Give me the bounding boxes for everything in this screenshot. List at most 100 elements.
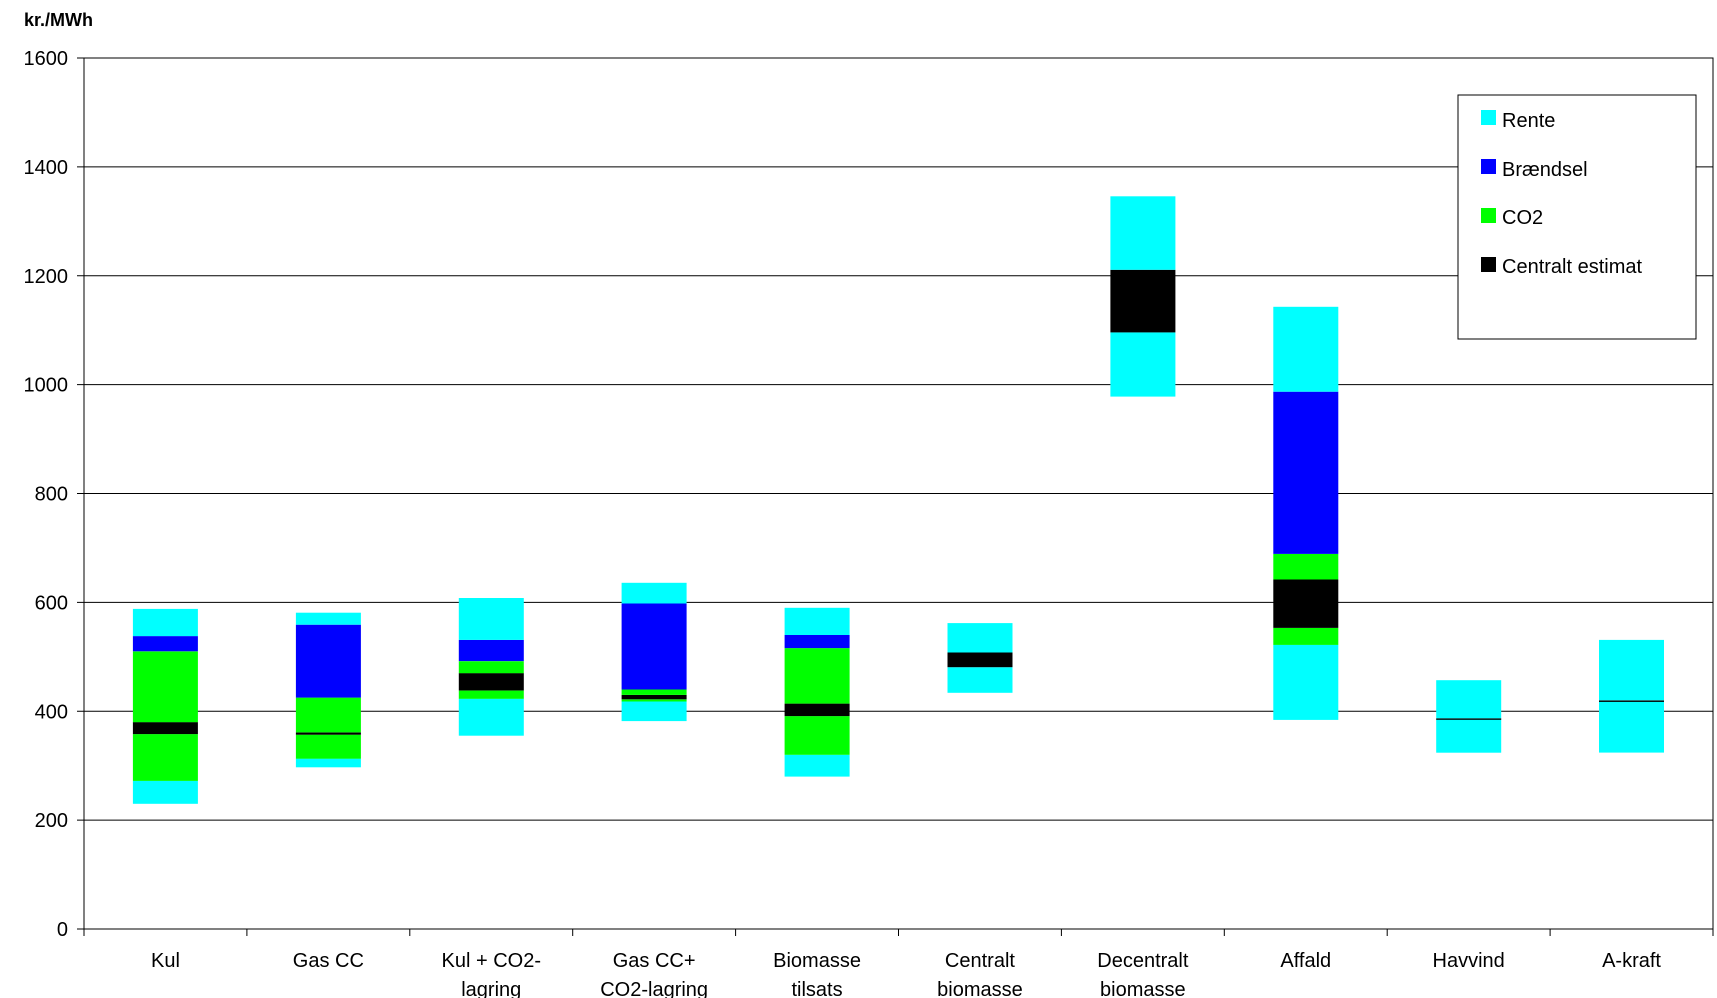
bar-group-2 <box>458 598 524 736</box>
bar-segment-rente-5-2 <box>947 623 1013 653</box>
bar-segment-rente-4-5 <box>784 607 850 635</box>
x-category-line: biomasse <box>937 979 1023 998</box>
bar-segment-rente-7-0 <box>1273 644 1339 720</box>
bar-segment-co2-7-1 <box>1273 628 1339 645</box>
x-category-line: Gas CC+ <box>613 950 696 972</box>
bar-segment-rente-2-0 <box>458 698 524 736</box>
legend-swatch-rente <box>1481 110 1496 125</box>
bars <box>132 196 1664 804</box>
axes <box>83 57 1714 936</box>
x-category-label-4: Biomasse tilsats <box>773 950 861 998</box>
x-category-line: A-kraft <box>1602 950 1661 972</box>
bar-segment-rente-0-5 <box>132 608 198 637</box>
bar-segment-centralt-estimat-4-2 <box>784 703 850 717</box>
bar-segment-centralt-estimat-5-1 <box>947 652 1013 668</box>
bar-segment-centralt-estimat-7-2 <box>1273 579 1339 628</box>
bar-group-6 <box>1110 196 1176 397</box>
bar-segment-co2-0-3 <box>132 651 198 723</box>
bar-segment-rente-1-5 <box>295 612 361 625</box>
x-category-label-5: Centralt biomasse <box>937 950 1023 998</box>
x-category-label-3: Gas CC+ CO2-lagring <box>600 950 708 998</box>
bar-segment-centralt-estimat-0-2 <box>132 722 198 735</box>
bar-group-1 <box>295 612 361 768</box>
x-category-line: CO2-lagring <box>600 979 708 998</box>
bar-segment-rente-2-5 <box>458 598 524 640</box>
bar-segment-co2-3-1 <box>621 699 687 702</box>
bar-segment-rente-7-5 <box>1273 306 1339 392</box>
legend: Rente Brændsel CO2 Centralt estimat <box>1457 94 1697 340</box>
y-tick-label-1200: 1200 <box>24 266 69 288</box>
legend-label-centralt-estimat: Centralt estimat <box>1502 256 1642 278</box>
x-category-line: Kul + CO2- <box>442 950 541 972</box>
bar-segment-rente-9-2 <box>1599 639 1664 701</box>
bar-segment-co2-2-1 <box>458 690 524 699</box>
bar-segment-centralt-estimat-9-1 <box>1599 700 1664 702</box>
legend-box <box>1457 94 1697 340</box>
y-tick-label-200: 200 <box>35 810 68 832</box>
y-tick-label-0: 0 <box>57 919 68 941</box>
x-category-label-6: Decentralt biomasse <box>1097 950 1189 998</box>
bar-segment-rente-6-2 <box>1110 196 1176 270</box>
bar-segment-rente-8-2 <box>1436 680 1502 719</box>
bar-segment-braendsel-7-4 <box>1273 391 1339 554</box>
x-category-line: Biomasse <box>773 950 861 972</box>
bar-segment-braendsel-4-4 <box>784 635 850 649</box>
bar-segment-co2-4-1 <box>784 716 850 755</box>
bar-segment-co2-1-3 <box>295 697 361 733</box>
x-category-line: Gas CC <box>293 950 364 972</box>
x-category-label-1: Gas CC <box>293 950 364 972</box>
x-category-labels: Kul Gas CC Kul + CO2- lagring Gas CC+ CO2-lag… <box>151 950 1661 998</box>
bar-group-7 <box>1273 306 1339 720</box>
y-tick-label-600: 600 <box>35 592 68 614</box>
bar-segment-centralt-estimat-8-1 <box>1436 718 1502 720</box>
bar-group-4 <box>784 607 850 777</box>
x-category-label-2: Kul + CO2- lagring <box>442 950 541 998</box>
x-category-line: Kul <box>151 950 180 972</box>
legend-label-braendsel: Brændsel <box>1502 159 1588 181</box>
bar-segment-rente-3-0 <box>621 701 687 722</box>
x-category-line: lagring <box>461 979 521 998</box>
legend-label-co2: CO2 <box>1502 207 1543 229</box>
bar-group-0 <box>132 608 198 804</box>
legend-swatch-braendsel <box>1481 159 1496 174</box>
bar-segment-braendsel-1-4 <box>295 624 361 698</box>
bar-group-8 <box>1436 680 1502 753</box>
legend-label-rente: Rente <box>1502 110 1555 132</box>
legend-swatch-centralt-estimat <box>1481 257 1496 272</box>
bar-group-9 <box>1599 639 1664 753</box>
bar-segment-rente-4-0 <box>784 754 850 777</box>
bar-segment-co2-1-1 <box>295 734 361 759</box>
bar-segment-braendsel-2-4 <box>458 639 524 662</box>
y-tick-labels: 0 200 400 600 800 1000 1200 1400 1600 <box>24 48 69 941</box>
x-category-label-7: Affald <box>1280 950 1331 972</box>
y-axis-label: kr./MWh <box>24 10 93 30</box>
x-category-line: Centralt <box>945 950 1015 972</box>
y-tick-label-1000: 1000 <box>24 375 69 397</box>
x-category-line: Decentralt <box>1097 950 1189 972</box>
x-category-label-8: Havvind <box>1433 950 1505 972</box>
legend-swatch-co2 <box>1481 208 1496 223</box>
bar-segment-braendsel-0-4 <box>132 636 198 652</box>
bar-segment-centralt-estimat-1-2 <box>295 732 361 735</box>
x-category-line: Havvind <box>1433 950 1505 972</box>
y-tick-label-1600: 1600 <box>24 48 69 70</box>
bar-segment-co2-0-1 <box>132 734 198 781</box>
bar-segment-rente-9-0 <box>1599 700 1664 753</box>
bar-segment-rente-0-0 <box>132 780 198 804</box>
bar-segment-centralt-estimat-2-2 <box>458 673 524 691</box>
y-tick-label-400: 400 <box>35 701 68 723</box>
bar-segment-centralt-estimat-3-2 <box>621 694 687 700</box>
x-category-label-0: Kul <box>151 950 180 972</box>
bar-segment-co2-4-3 <box>784 648 850 704</box>
bar-segment-rente-5-0 <box>947 667 1013 693</box>
bar-segment-rente-1-0 <box>295 758 361 768</box>
bar-segment-co2-7-3 <box>1273 553 1339 580</box>
bar-segment-rente-6-0 <box>1110 332 1176 397</box>
bar-segment-co2-2-3 <box>458 661 524 674</box>
x-category-line: tilsats <box>791 979 842 998</box>
bar-segment-centralt-estimat-6-1 <box>1110 269 1176 333</box>
x-category-line: Affald <box>1280 950 1331 972</box>
bar-group-3 <box>621 582 687 722</box>
